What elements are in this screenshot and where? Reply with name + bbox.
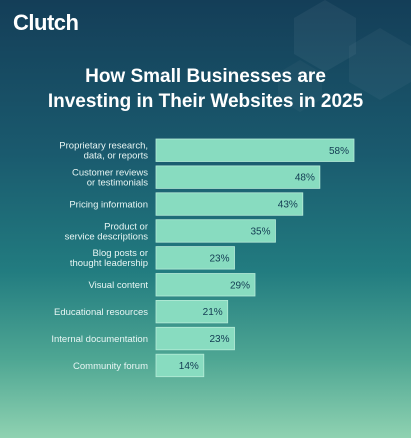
bar-1 [155, 165, 321, 189]
bar-value-label-6: 21% [203, 307, 223, 318]
category-label-1-line-1: or testimonials [87, 177, 148, 188]
bar-7 [155, 326, 235, 351]
chart-title-line-2: Investing in Their Websites in 2025 [47, 91, 364, 112]
category-label-4-line-1: thought leadership [70, 258, 148, 269]
category-label-3-line-0: Product or [104, 221, 148, 232]
bar-value-label-7: 23% [210, 334, 230, 345]
chart-title-line-1: How Small Businesses are [85, 66, 326, 87]
bar-4 [155, 246, 235, 270]
bar-5 [155, 273, 256, 297]
bar-value-label-3: 35% [250, 226, 270, 237]
bar-value-label-4: 23% [210, 253, 230, 264]
category-label-4-line-0: Blog posts or [93, 248, 148, 259]
category-label-8-line-0: Community forum [73, 361, 148, 372]
bar-value-label-8: 14% [179, 361, 199, 372]
bar-value-label-5: 29% [230, 280, 250, 291]
clutch-logo: Clutch [13, 10, 79, 36]
category-label-2-line-0: Pricing information [69, 199, 148, 210]
bar-value-label-0: 58% [329, 146, 349, 157]
bar-2 [155, 192, 304, 216]
logo-text: Clutch [13, 10, 79, 35]
bar-value-label-2: 43% [278, 200, 298, 211]
bar-6 [155, 299, 229, 324]
category-label-0-line-0: Proprietary research, [59, 141, 148, 152]
bar-0 [155, 138, 355, 162]
bar-value-label-1: 48% [295, 173, 315, 184]
chart-title: How Small Businesses are Investing in Th… [0, 64, 411, 114]
bar-8 [155, 353, 205, 378]
category-label-6-line-0: Educational resources [54, 307, 148, 318]
category-label-3-line-1: service descriptions [65, 231, 149, 242]
bar-3 [155, 219, 276, 243]
category-label-5-line-0: Visual content [88, 280, 148, 291]
category-label-0-line-1: data, or reports [84, 151, 149, 162]
category-label-7-line-0: Internal documentation [51, 334, 148, 345]
category-label-1-line-0: Customer reviews [72, 167, 148, 178]
